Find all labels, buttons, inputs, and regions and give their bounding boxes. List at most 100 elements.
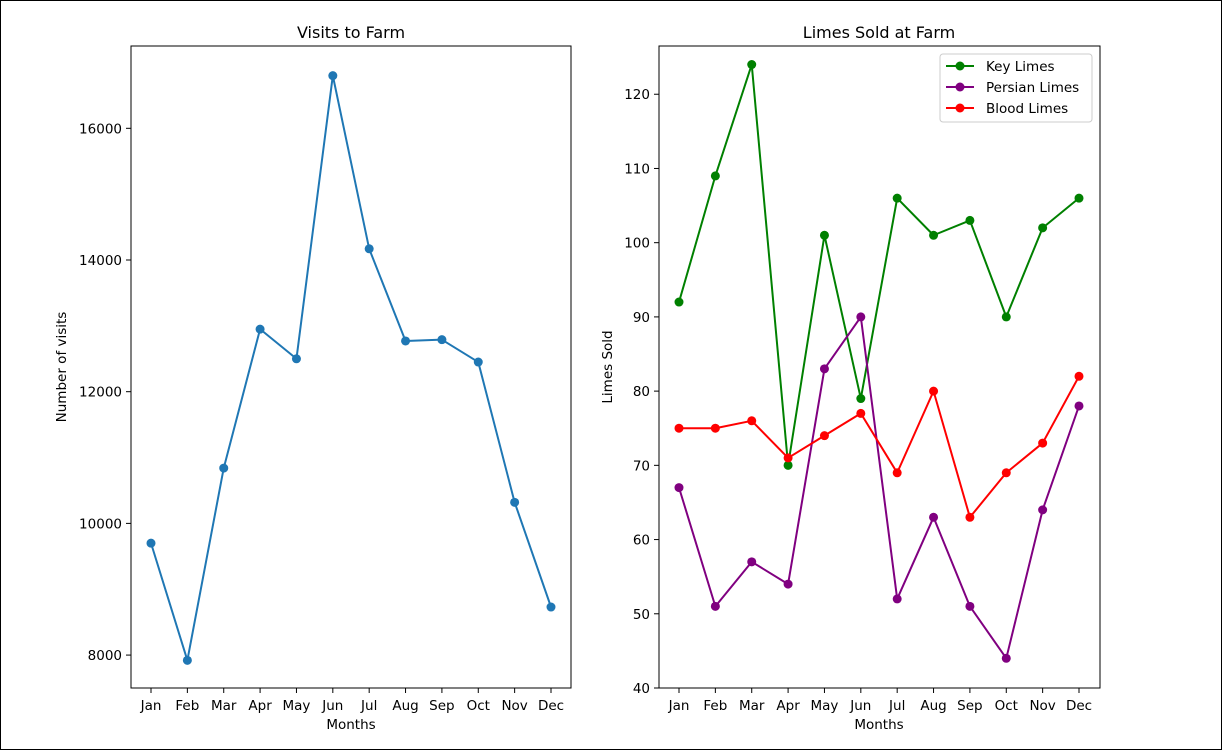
- x-tick-label: Dec: [1066, 698, 1092, 714]
- persian-limes-point: [965, 601, 975, 611]
- limes-legend: Key Limes Persian Limes Blood Limes: [939, 53, 1093, 123]
- y-tick-label: 70: [633, 458, 650, 474]
- limes-plot-area: [658, 45, 1101, 689]
- visits-point: [182, 655, 192, 665]
- blood-limes-point: [1038, 438, 1048, 448]
- visits-y-axis-label: Number of visits: [54, 312, 70, 423]
- limes-chart-title: Limes Sold at Farm: [803, 23, 955, 42]
- visits-series-line: [150, 74, 552, 662]
- persian-limes-point: [1074, 401, 1084, 411]
- y-tick-label: 90: [633, 310, 650, 326]
- x-tick-label: Sep: [957, 698, 982, 714]
- key-limes-point: [1001, 312, 1011, 322]
- y-tick-label: 16000: [79, 121, 122, 137]
- blood-limes-point: [710, 423, 720, 433]
- blood-limes-point: [747, 416, 757, 426]
- key-limes-point: [747, 60, 757, 70]
- x-tick-label: May: [282, 698, 310, 714]
- visits-chart: Visits to Farm Jan Feb Mar Apr May Jun Jul Aug S…: [54, 23, 572, 733]
- x-tick-label: Jul: [888, 698, 905, 714]
- x-tick-label: Feb: [703, 698, 727, 714]
- x-tick-label: Dec: [538, 698, 564, 714]
- legend-swatch-marker: [955, 103, 965, 113]
- legend-entry-blood-limes: Blood Limes: [986, 101, 1068, 117]
- y-tick-label: 120: [624, 87, 650, 103]
- x-tick-label: Sep: [429, 698, 454, 714]
- visits-point: [473, 357, 483, 367]
- persian-limes-point: [674, 483, 684, 493]
- y-tick-label: 8000: [88, 648, 122, 664]
- x-tick-label: Mar: [739, 698, 765, 714]
- persian-limes-point: [929, 512, 939, 522]
- key-limes-point: [674, 297, 684, 307]
- x-tick-label: Oct: [995, 698, 1018, 714]
- persian-limes-series-line: [678, 315, 1080, 660]
- key-limes-point: [892, 193, 902, 203]
- persian-limes-point: [710, 601, 720, 611]
- x-tick-label: Aug: [392, 698, 418, 714]
- blood-limes-point: [929, 386, 939, 396]
- visits-point: [219, 463, 229, 473]
- visits-point: [437, 335, 447, 345]
- key-limes-point: [856, 394, 866, 404]
- blood-limes-point: [856, 408, 866, 418]
- x-tick-label: May: [810, 698, 838, 714]
- persian-limes-point: [747, 557, 757, 567]
- visits-point: [291, 354, 301, 364]
- visits-point: [546, 602, 556, 612]
- key-limes-point: [710, 171, 720, 181]
- x-tick-label: Mar: [211, 698, 237, 714]
- persian-limes-point: [1001, 653, 1011, 663]
- key-limes-point: [965, 215, 975, 225]
- legend-swatch-marker: [955, 82, 965, 92]
- x-tick-label: Jan: [140, 698, 162, 714]
- visits-point: [364, 244, 374, 254]
- y-tick-label: 10000: [79, 516, 122, 532]
- y-tick-label: 40: [633, 681, 650, 697]
- x-tick-label: Nov: [501, 698, 527, 714]
- x-tick-label: Feb: [175, 698, 199, 714]
- x-tick-label: Aug: [920, 698, 946, 714]
- limes-x-axis-label: Months: [854, 717, 903, 733]
- visits-point: [146, 538, 156, 548]
- y-tick-label: 12000: [79, 385, 122, 401]
- visits-point: [328, 71, 338, 81]
- visits-point: [255, 324, 265, 334]
- y-tick-label: 100: [624, 236, 650, 252]
- limes-y-axis-label: Limes Sold: [600, 330, 616, 403]
- x-tick-label: Apr: [248, 698, 272, 714]
- key-limes-point: [783, 460, 793, 470]
- key-limes-series-line: [678, 63, 1080, 467]
- x-tick-label: Jun: [321, 698, 343, 714]
- persian-limes-point: [1038, 505, 1048, 515]
- y-tick-label: 80: [633, 384, 650, 400]
- visits-point: [401, 336, 411, 346]
- y-tick-label: 50: [633, 607, 650, 623]
- key-limes-point: [1038, 223, 1048, 233]
- key-limes-point: [1074, 193, 1084, 203]
- blood-limes-point: [892, 468, 902, 478]
- blood-limes-point: [819, 431, 829, 441]
- blood-limes-series-line: [679, 375, 1080, 519]
- key-limes-point: [929, 230, 939, 240]
- visits-point: [510, 497, 520, 507]
- legend-swatch-marker: [955, 61, 965, 71]
- visits-x-axis-label: Months: [326, 717, 375, 733]
- y-tick-label: 60: [633, 533, 650, 549]
- key-limes-point: [819, 230, 829, 240]
- x-tick-label: Jul: [360, 698, 377, 714]
- limes-chart: Limes Sold at Farm Jan Feb Mar Apr May Jun Jul…: [600, 23, 1101, 733]
- persian-limes-point: [819, 364, 829, 374]
- x-tick-label: Jan: [668, 698, 690, 714]
- legend-entry-key-limes: Key Limes: [986, 59, 1055, 75]
- blood-limes-point: [783, 453, 793, 463]
- persian-limes-point: [783, 579, 793, 589]
- visits-chart-title: Visits to Farm: [297, 23, 405, 42]
- x-tick-label: Apr: [776, 698, 800, 714]
- legend-box: [939, 53, 1093, 123]
- blood-limes-point: [1001, 468, 1011, 478]
- visits-plot-area: [130, 45, 572, 689]
- x-tick-label: Oct: [467, 698, 490, 714]
- persian-limes-point: [856, 312, 866, 322]
